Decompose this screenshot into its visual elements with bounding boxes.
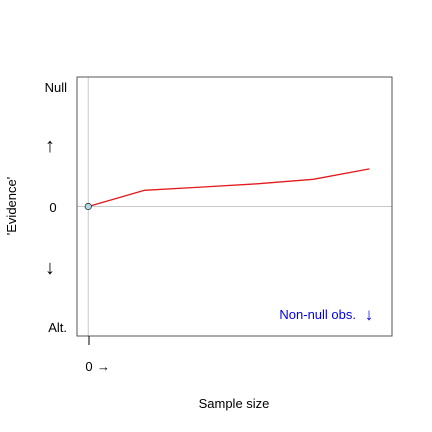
start-point	[84, 202, 92, 211]
y-axis-label: 'Evidence'	[4, 177, 19, 235]
plot-frame	[76, 76, 393, 337]
y-tick-label: 0	[49, 200, 56, 215]
x-axis-label: Sample size	[199, 396, 270, 411]
annotation-non-null-obs: Non-null obs.	[279, 307, 356, 322]
plot-layer	[77, 77, 392, 336]
y-bottom-label: Alt.	[48, 320, 67, 335]
y-top-label: Null	[45, 80, 68, 95]
y-up-arrow: ↑	[45, 135, 55, 157]
series-line-0	[88, 168, 370, 208]
y-down-arrow: ↓	[45, 257, 55, 279]
x-axis-arrow: →	[97, 359, 110, 374]
annotation-down-arrow: ↓	[365, 305, 374, 324]
x-tick-label: 0	[85, 359, 92, 374]
